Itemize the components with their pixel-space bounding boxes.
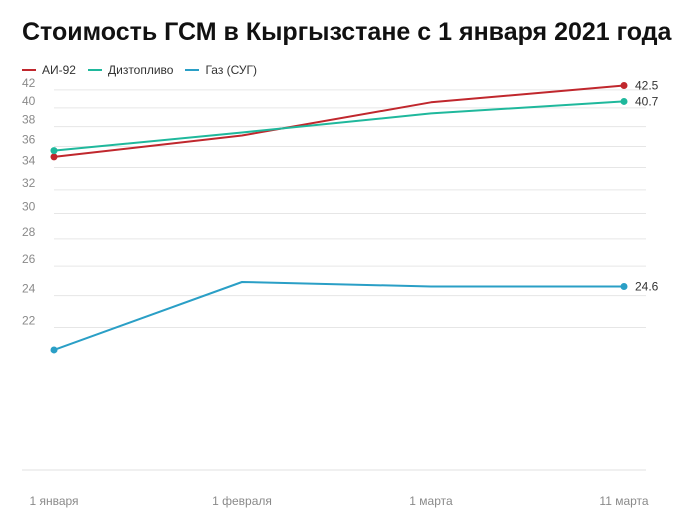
legend-swatch-ai92 — [22, 69, 36, 71]
legend-label-diesel: Дизтопливо — [107, 63, 174, 77]
y-tick-label-22: 22 — [22, 314, 36, 328]
x-tick-label-2: 1 марта — [409, 494, 453, 508]
x-tick-label-0: 1 января — [29, 494, 78, 508]
point-gas-end — [620, 282, 628, 290]
point-diesel-start — [50, 147, 58, 155]
data-label-gas: 24.6 — [635, 279, 659, 293]
y-tick-label-36: 36 — [22, 133, 36, 147]
x-tick-label-1: 1 февраля — [212, 494, 272, 508]
y-tick-label-28: 28 — [22, 225, 36, 239]
series-line-ai92 — [53, 84, 625, 158]
point-ai92-start — [50, 153, 58, 161]
y-tick-label-42: 42 — [22, 76, 36, 90]
legend-label-ai92: АИ-92 — [42, 63, 76, 77]
x-tick-label-3: 11 марта — [599, 494, 648, 508]
legend-item-ai92[interactable]: АИ-92 — [22, 63, 76, 77]
data-label-ai92: 42.5 — [635, 79, 659, 93]
y-tick-label-38: 38 — [22, 113, 36, 127]
point-diesel-end — [620, 97, 628, 105]
legend-swatch-diesel — [87, 69, 102, 71]
legend-item-diesel[interactable]: Дизтопливо — [87, 63, 174, 77]
legend-swatch-gas — [185, 69, 200, 71]
point-ai92-end — [620, 82, 628, 90]
legend-item-gas[interactable]: Газ (СУГ) — [185, 63, 257, 77]
legend-label-gas: Газ (СУГ) — [205, 63, 258, 77]
y-tick-label-32: 32 — [22, 176, 36, 190]
point-gas-start — [50, 346, 58, 354]
y-tick-label-26: 26 — [22, 252, 36, 266]
y-tick-label-30: 30 — [22, 200, 36, 214]
data-label-diesel: 40.7 — [635, 94, 659, 108]
series-line-gas — [53, 281, 624, 351]
legend: АИ-92 Дизтопливо Газ (СУГ) — [22, 63, 257, 77]
y-tick-label-40: 40 — [22, 94, 36, 108]
series-line-diesel — [53, 100, 625, 152]
chart-title: Стоимость ГСМ в Кыргызстане с 1 января 2… — [22, 18, 672, 46]
y-tick-label-24: 24 — [22, 282, 36, 296]
y-tick-label-34: 34 — [22, 154, 36, 168]
